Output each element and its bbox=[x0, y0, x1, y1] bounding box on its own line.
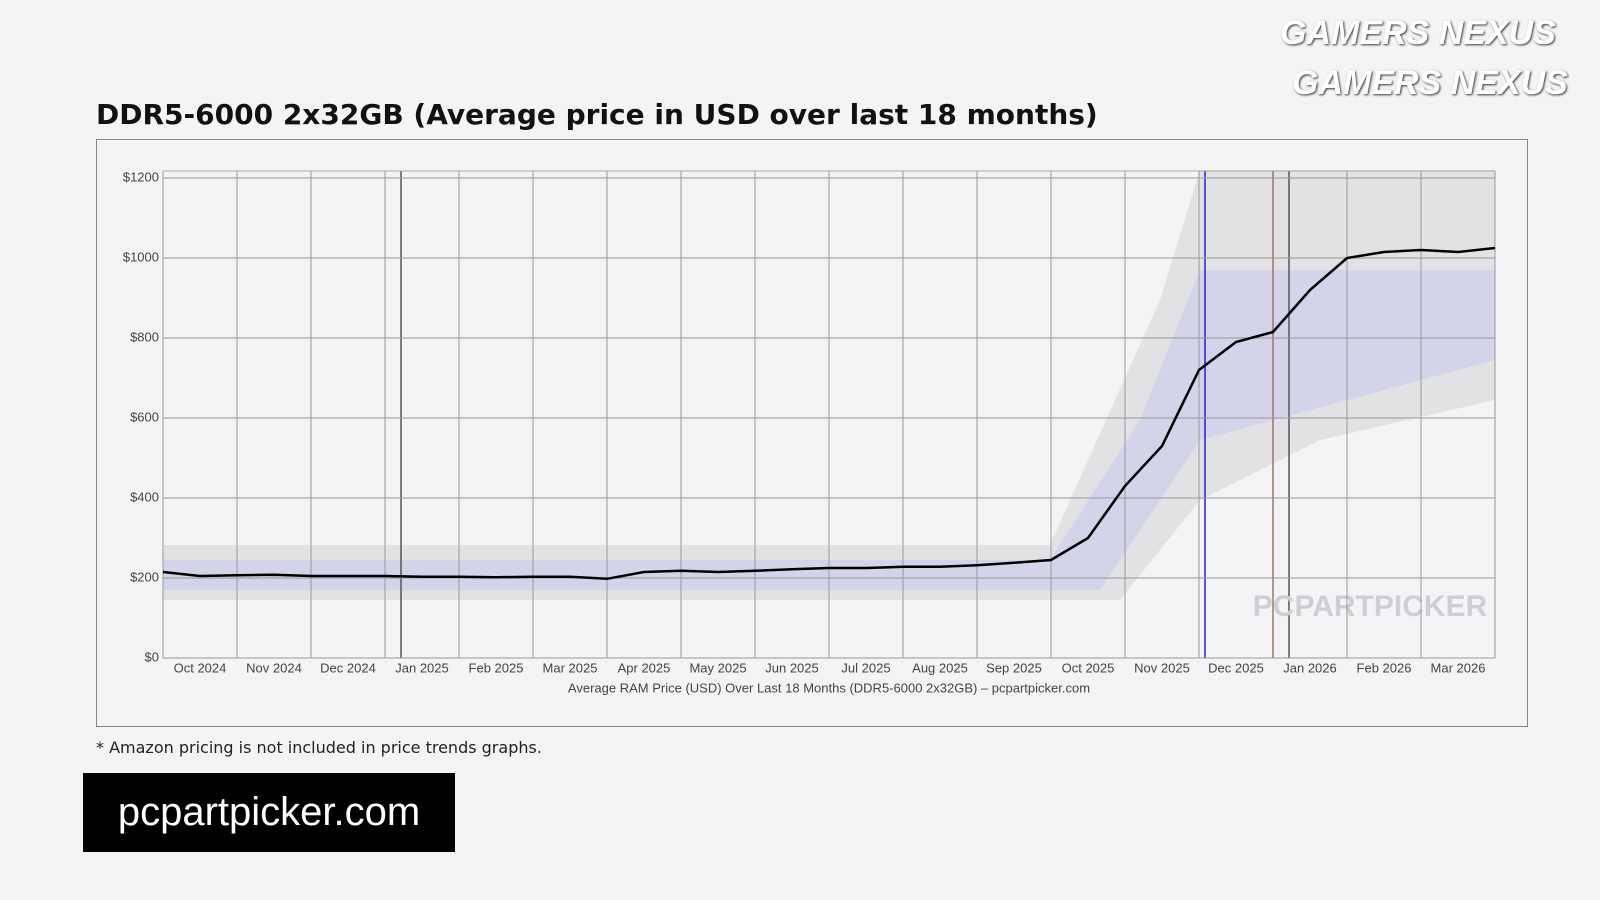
logo-text: GAMERS bbox=[1280, 14, 1430, 52]
x-tick-label: Mar 2026 bbox=[1431, 660, 1486, 675]
source-badge: pcpartpicker.com bbox=[83, 773, 455, 852]
x-tick-label: Sep 2025 bbox=[986, 660, 1042, 675]
logo: GAMERS NEXUS bbox=[1280, 14, 1556, 53]
x-tick-label: Oct 2024 bbox=[174, 660, 227, 675]
x-tick-label: Oct 2025 bbox=[1062, 660, 1115, 675]
logo-text: GAMERS bbox=[1292, 64, 1442, 102]
x-tick-label: Aug 2025 bbox=[912, 660, 968, 675]
x-tick-label: Jun 2025 bbox=[765, 660, 819, 675]
x-tick-label: Jan 2025 bbox=[395, 660, 449, 675]
logo-text: NEXUS bbox=[1450, 64, 1568, 102]
x-tick-label: Apr 2025 bbox=[618, 660, 671, 675]
x-tick-label: Mar 2025 bbox=[543, 660, 598, 675]
x-tick-label: May 2025 bbox=[689, 660, 746, 675]
y-tick-label: $800 bbox=[130, 329, 159, 344]
x-tick-label: Dec 2025 bbox=[1208, 660, 1264, 675]
footnote: * Amazon pricing is not included in pric… bbox=[96, 738, 542, 757]
x-tick-label: Feb 2025 bbox=[469, 660, 524, 675]
logo: GAMERS NEXUS bbox=[1292, 64, 1568, 103]
price-line bbox=[162, 246, 1496, 581]
x-tick-label: Dec 2024 bbox=[320, 660, 376, 675]
x-tick-label: Nov 2024 bbox=[246, 660, 302, 675]
x-tick-label: Jul 2025 bbox=[841, 660, 890, 675]
x-tick-label: Feb 2026 bbox=[1357, 660, 1412, 675]
y-tick-label: $1200 bbox=[123, 169, 159, 184]
x-tick-label: Jan 2026 bbox=[1283, 660, 1337, 675]
x-tick-label: Nov 2025 bbox=[1134, 660, 1190, 675]
y-tick-label: $600 bbox=[130, 409, 159, 424]
x-axis-label: Average RAM Price (USD) Over Last 18 Mon… bbox=[568, 680, 1090, 695]
y-tick-label: $0 bbox=[145, 649, 159, 664]
watermark: PCPARTPICKER bbox=[1253, 590, 1488, 623]
y-tick-label: $200 bbox=[130, 569, 159, 584]
y-tick-label: $400 bbox=[130, 489, 159, 504]
retailer-prices bbox=[163, 270, 1495, 590]
y-tick-label: $1000 bbox=[123, 249, 159, 264]
chart-title: DDR5-6000 2x32GB (Average price in USD o… bbox=[96, 98, 1098, 131]
logo-text: NEXUS bbox=[1438, 14, 1556, 52]
